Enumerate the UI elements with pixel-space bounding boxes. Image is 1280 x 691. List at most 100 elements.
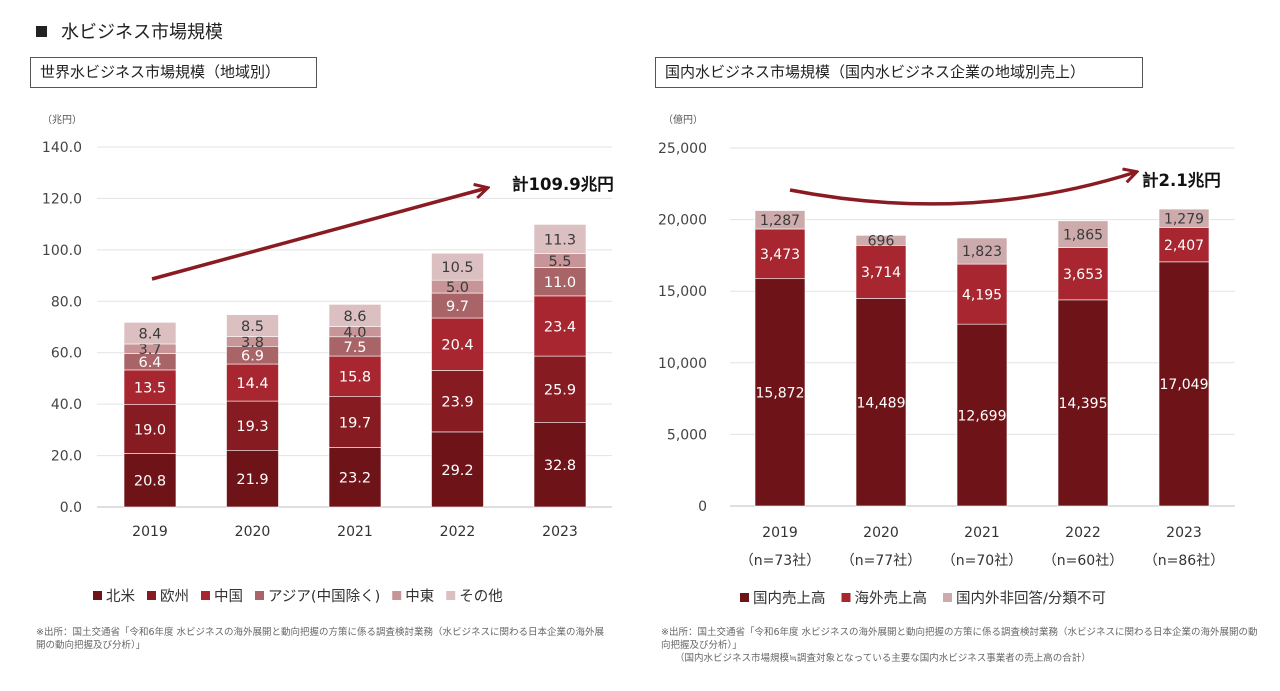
- data-label: 5.5: [548, 254, 571, 270]
- page-title: 水ビジネス市場規模: [36, 18, 223, 44]
- y-tick-label: 10,000: [658, 356, 707, 372]
- bar-segment: [431, 317, 484, 371]
- left-chart-title: 世界水ビジネス市場規模（地域別）: [30, 57, 317, 88]
- data-label: 17,049: [1160, 377, 1209, 393]
- bar-segment: [328, 396, 382, 448]
- data-label: 7.5: [343, 340, 366, 356]
- data-label: 1,279: [1164, 211, 1204, 227]
- y-tick-label: 80.0: [51, 294, 82, 310]
- x-tick-label: 2020: [863, 525, 899, 541]
- legend-swatch: [93, 591, 102, 600]
- bar-segment: [123, 453, 177, 508]
- legend-label: アジア(中国除く): [268, 588, 380, 605]
- bar-segment: [328, 355, 382, 397]
- x-sub-label: （n=77社）: [841, 553, 921, 569]
- bar-segment: [533, 224, 587, 254]
- y-unit-label: （兆円）: [42, 114, 82, 126]
- bar-segment: [226, 314, 279, 337]
- square-bullet-icon: [36, 26, 47, 37]
- data-label: 1,823: [962, 244, 1002, 260]
- legend-swatch: [740, 593, 749, 602]
- y-tick-label: 0.0: [60, 500, 82, 516]
- y-tick-label: 0: [698, 499, 707, 515]
- legend-swatch: [841, 593, 851, 602]
- data-label: 19.3: [236, 419, 268, 435]
- data-label: 1,287: [760, 213, 800, 229]
- y-tick-label: 20.0: [51, 449, 82, 465]
- bar-segment: [1158, 227, 1210, 263]
- trend-arrow: [789, 172, 1136, 206]
- data-label: 9.7: [446, 299, 469, 315]
- bar-segment: [226, 450, 279, 508]
- data-label: 6.9: [241, 349, 264, 365]
- bar-segment: [328, 304, 382, 327]
- legend-swatch: [446, 591, 456, 600]
- domestic-market-chart: （億円） 0 5,000 10,000 15,000 20,000 25,000 15,872…: [658, 113, 1235, 607]
- bar-segment: [431, 370, 484, 433]
- bar-segment: [1158, 261, 1210, 507]
- legend-label: その他: [459, 588, 503, 605]
- x-tick-label: 2022: [1065, 525, 1101, 541]
- y-tick-label: 140.0: [42, 140, 82, 156]
- data-label: 696: [868, 234, 895, 250]
- x-tick-label: 2021: [964, 525, 1000, 541]
- data-label: 14,489: [857, 395, 906, 411]
- data-label: 2,407: [1164, 238, 1204, 254]
- bar-segment: [533, 295, 587, 357]
- legend-label: 北米: [106, 588, 135, 605]
- data-label: 3.7: [138, 342, 161, 358]
- data-label: 8.4: [138, 327, 161, 343]
- legend-swatch: [943, 593, 952, 602]
- bar-segment: [1057, 247, 1109, 301]
- bar-segment: [226, 400, 279, 451]
- data-label: 25.9: [544, 383, 576, 399]
- left-source-note: ※出所：国土交通省「令和6年度 水ビジネスの海外展開と動向把握の方策に係る調査検…: [36, 627, 605, 651]
- data-label: 11.3: [544, 232, 576, 248]
- y-unit-label: （億円）: [663, 113, 703, 126]
- legend-swatch: [201, 591, 210, 600]
- total-annotation: 計109.9兆円: [512, 174, 614, 194]
- page-title-text: 水ビジネス市場規模: [61, 22, 223, 43]
- right-source-line-1: ※出所：国土交通省「令和6年度 水ビジネスの海外展開と動向把握の方策に係る調査検…: [661, 627, 1258, 651]
- data-label: 23.2: [339, 471, 371, 487]
- x-tick-label: 2019: [762, 525, 798, 541]
- data-label: 14,395: [1059, 396, 1108, 412]
- y-tick-label: 100.0: [42, 243, 82, 259]
- bar-segment: [855, 298, 907, 507]
- data-label: 19.0: [134, 422, 166, 438]
- data-label: 20.8: [134, 474, 166, 490]
- bar-segment: [1057, 299, 1109, 507]
- bar-segment: [431, 252, 484, 281]
- x-tick-label: 2023: [542, 524, 578, 540]
- x-tick-label: 2020: [235, 524, 271, 540]
- data-label: 21.9: [236, 472, 268, 488]
- bar-segment: [328, 447, 382, 508]
- bar-segment: [855, 235, 907, 246]
- legend-label: 海外売上高: [855, 590, 928, 607]
- legend-label: 中国: [214, 588, 243, 605]
- data-label: 15,872: [756, 386, 805, 402]
- data-label: 1,865: [1063, 227, 1103, 243]
- x-tick-label: 2022: [440, 524, 476, 540]
- y-tick-label: 40.0: [51, 397, 82, 413]
- x-sub-label: （n=86社）: [1144, 553, 1224, 569]
- data-label: 3,653: [1063, 267, 1103, 283]
- bar-segment: [754, 210, 806, 230]
- y-tick-label: 5,000: [667, 427, 707, 443]
- data-label: 13.5: [134, 381, 166, 397]
- x-sub-label: （n=73社）: [740, 553, 820, 569]
- legend-label: 国内売上高: [753, 590, 826, 607]
- data-label: 8.5: [241, 319, 264, 335]
- data-label: 4,195: [962, 287, 1002, 303]
- bar-segment: [123, 404, 177, 454]
- data-label: 3.8: [241, 335, 264, 351]
- legend-label: 中東: [405, 588, 434, 605]
- data-label: 5.0: [446, 280, 469, 296]
- bar-segment: [754, 278, 806, 507]
- data-label: 20.4: [441, 338, 473, 354]
- legend-swatch: [147, 591, 156, 600]
- bar-segment: [855, 245, 907, 299]
- data-label: 12,699: [958, 408, 1007, 424]
- data-label: 23.4: [544, 319, 576, 335]
